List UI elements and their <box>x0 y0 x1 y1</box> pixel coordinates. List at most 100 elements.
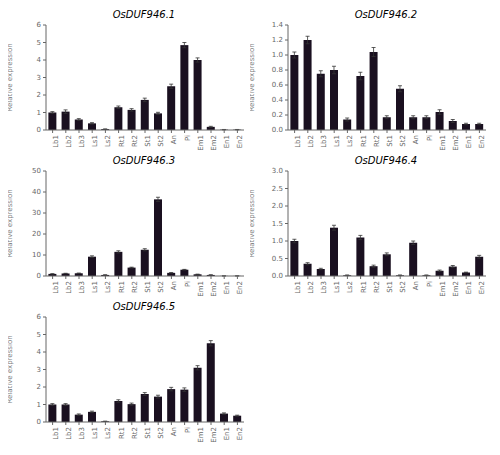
svg-text:St2: St2 <box>157 427 165 439</box>
svg-text:Ls2: Ls2 <box>104 135 112 147</box>
svg-text:Em1: Em1 <box>439 135 447 151</box>
svg-text:Lb1: Lb1 <box>294 281 302 294</box>
svg-text:St1: St1 <box>144 427 152 439</box>
svg-text:Relative expression: Relative expression <box>250 189 256 257</box>
svg-text:An: An <box>170 427 178 436</box>
svg-text:Ls1: Ls1 <box>333 135 341 147</box>
svg-text:0: 0 <box>37 126 41 134</box>
svg-text:2.0: 2.0 <box>272 202 283 210</box>
svg-text:St1: St1 <box>386 281 394 293</box>
svg-text:1.2: 1.2 <box>272 36 283 44</box>
svg-text:St2: St2 <box>157 135 165 147</box>
svg-text:St1: St1 <box>386 135 394 147</box>
svg-text:Pi: Pi <box>426 281 434 287</box>
svg-text:St1: St1 <box>144 281 152 293</box>
svg-text:An: An <box>170 135 178 144</box>
svg-text:0: 0 <box>37 418 41 426</box>
svg-text:Lb3: Lb3 <box>78 281 86 294</box>
svg-text:2: 2 <box>37 383 41 391</box>
svg-text:Lb3: Lb3 <box>78 427 86 440</box>
svg-text:Em2: Em2 <box>452 281 460 297</box>
svg-text:Lb1: Lb1 <box>52 281 60 294</box>
svg-text:1: 1 <box>37 401 41 409</box>
svg-text:St2: St2 <box>399 135 407 147</box>
svg-text:Lb2: Lb2 <box>65 281 73 294</box>
svg-text:En2: En2 <box>236 281 244 294</box>
svg-text:Lb3: Lb3 <box>320 281 328 294</box>
svg-text:0.0: 0.0 <box>272 272 283 280</box>
svg-text:50: 50 <box>32 167 41 175</box>
svg-text:Rt2: Rt2 <box>131 135 139 147</box>
svg-text:Rt2: Rt2 <box>373 281 381 293</box>
svg-text:0.5: 0.5 <box>272 255 283 263</box>
svg-text:0.4: 0.4 <box>272 96 284 104</box>
svg-text:2.5: 2.5 <box>272 185 283 193</box>
svg-text:Relative expression: Relative expression <box>250 43 256 111</box>
svg-text:1.0: 1.0 <box>272 237 283 245</box>
svg-text:0.2: 0.2 <box>272 111 283 119</box>
svg-text:Lb2: Lb2 <box>307 135 315 148</box>
svg-text:Lb2: Lb2 <box>307 281 315 294</box>
svg-text:Ls1: Ls1 <box>91 135 99 147</box>
svg-text:Rt1: Rt1 <box>118 135 126 147</box>
svg-text:En2: En2 <box>236 427 244 440</box>
svg-text:An: An <box>412 281 420 290</box>
svg-text:4: 4 <box>37 56 42 64</box>
svg-text:Em2: Em2 <box>210 427 218 443</box>
svg-text:10: 10 <box>32 251 41 259</box>
svg-text:Pi: Pi <box>426 135 434 141</box>
svg-text:St2: St2 <box>157 281 165 293</box>
svg-text:En1: En1 <box>465 281 473 294</box>
svg-text:Relative expression: Relative expression <box>8 335 14 403</box>
svg-text:0.6: 0.6 <box>272 81 284 89</box>
svg-text:En2: En2 <box>478 135 486 148</box>
svg-text:5: 5 <box>37 331 41 339</box>
svg-text:Lb2: Lb2 <box>65 135 73 148</box>
svg-text:0.8: 0.8 <box>272 66 283 74</box>
svg-text:St2: St2 <box>399 281 407 293</box>
svg-text:En2: En2 <box>236 135 244 148</box>
svg-text:Em2: Em2 <box>452 135 460 151</box>
svg-text:30: 30 <box>32 209 41 217</box>
svg-text:Lb3: Lb3 <box>78 135 86 148</box>
svg-text:Ls2: Ls2 <box>346 281 354 293</box>
svg-text:20: 20 <box>32 230 41 238</box>
svg-text:1.0: 1.0 <box>272 51 283 59</box>
svg-text:An: An <box>170 281 178 290</box>
svg-text:Relative expression: Relative expression <box>8 43 14 111</box>
svg-text:Rt1: Rt1 <box>360 135 368 147</box>
svg-text:Em1: Em1 <box>439 281 447 297</box>
svg-text:En1: En1 <box>465 135 473 148</box>
svg-text:Ls2: Ls2 <box>104 427 112 439</box>
svg-text:Em2: Em2 <box>210 135 218 151</box>
svg-text:6: 6 <box>37 21 42 29</box>
svg-text:Lb1: Lb1 <box>52 427 60 440</box>
svg-text:Em1: Em1 <box>197 427 205 443</box>
svg-text:3: 3 <box>37 366 41 374</box>
svg-text:En1: En1 <box>223 281 231 294</box>
svg-text:Pi: Pi <box>184 281 192 287</box>
svg-text:5: 5 <box>37 39 41 47</box>
svg-text:Ls1: Ls1 <box>91 281 99 293</box>
svg-text:0.0: 0.0 <box>272 126 283 134</box>
svg-text:Ls1: Ls1 <box>91 427 99 439</box>
svg-text:An: An <box>412 135 420 144</box>
svg-text:40: 40 <box>32 188 41 196</box>
svg-text:Ls2: Ls2 <box>104 281 112 293</box>
svg-text:1.5: 1.5 <box>272 220 283 228</box>
svg-text:3: 3 <box>37 74 41 82</box>
svg-text:1: 1 <box>37 109 41 117</box>
svg-text:Rt1: Rt1 <box>118 281 126 293</box>
svg-text:1.4: 1.4 <box>272 21 284 29</box>
svg-text:0: 0 <box>37 272 41 280</box>
svg-text:Em1: Em1 <box>197 281 205 297</box>
svg-text:Rt2: Rt2 <box>131 427 139 439</box>
svg-text:Ls1: Ls1 <box>333 281 341 293</box>
svg-text:6: 6 <box>37 313 42 321</box>
svg-text:Em1: Em1 <box>197 135 205 151</box>
svg-text:Lb1: Lb1 <box>52 135 60 148</box>
svg-text:Pi: Pi <box>184 427 192 433</box>
svg-text:Rt1: Rt1 <box>118 427 126 439</box>
svg-text:Relative expression: Relative expression <box>8 189 14 257</box>
svg-text:En2: En2 <box>478 281 486 294</box>
